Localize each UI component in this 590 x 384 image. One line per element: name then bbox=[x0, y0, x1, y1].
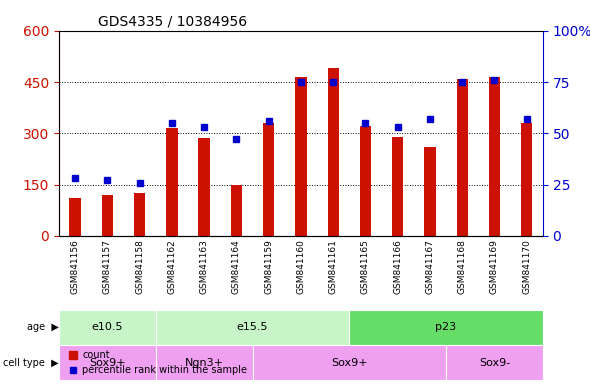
Bar bbox=[521, 123, 532, 236]
Bar bbox=[166, 128, 178, 236]
Bar bbox=[392, 137, 404, 236]
Text: Ngn3+: Ngn3+ bbox=[185, 358, 224, 367]
Text: GDS4335 / 10384956: GDS4335 / 10384956 bbox=[98, 14, 247, 28]
Bar bbox=[489, 77, 500, 236]
Bar bbox=[349, 310, 543, 345]
Bar bbox=[327, 68, 339, 236]
Text: GSM841166: GSM841166 bbox=[393, 240, 402, 295]
Bar bbox=[263, 123, 274, 236]
Bar bbox=[231, 185, 242, 236]
Bar bbox=[295, 77, 307, 236]
Bar bbox=[101, 195, 113, 236]
Text: GSM841168: GSM841168 bbox=[458, 240, 467, 295]
Bar bbox=[446, 345, 543, 380]
Text: GSM841170: GSM841170 bbox=[522, 240, 531, 295]
Bar bbox=[360, 126, 371, 236]
Text: Sox9+: Sox9+ bbox=[89, 358, 126, 367]
Legend: count, percentile rank within the sample: count, percentile rank within the sample bbox=[64, 346, 251, 379]
Text: GSM841169: GSM841169 bbox=[490, 240, 499, 295]
Text: GSM841167: GSM841167 bbox=[425, 240, 434, 295]
Text: Sox9-: Sox9- bbox=[479, 358, 510, 367]
Bar bbox=[70, 198, 81, 236]
Text: GSM841161: GSM841161 bbox=[329, 240, 337, 295]
Text: cell type  ▶: cell type ▶ bbox=[4, 358, 59, 367]
Bar bbox=[253, 345, 446, 380]
Text: Sox9+: Sox9+ bbox=[331, 358, 368, 367]
Text: GSM841157: GSM841157 bbox=[103, 240, 112, 295]
Bar bbox=[134, 193, 145, 236]
Text: e10.5: e10.5 bbox=[91, 322, 123, 332]
Bar bbox=[457, 79, 468, 236]
Text: p23: p23 bbox=[435, 322, 457, 332]
Bar bbox=[198, 139, 210, 236]
Text: e15.5: e15.5 bbox=[237, 322, 268, 332]
Bar bbox=[156, 310, 349, 345]
Text: GSM841165: GSM841165 bbox=[361, 240, 370, 295]
Text: age  ▶: age ▶ bbox=[27, 322, 59, 332]
Bar bbox=[59, 345, 156, 380]
Bar bbox=[424, 147, 435, 236]
Text: GSM841156: GSM841156 bbox=[71, 240, 80, 295]
Text: GSM841159: GSM841159 bbox=[264, 240, 273, 295]
Text: GSM841163: GSM841163 bbox=[199, 240, 209, 295]
Text: GSM841160: GSM841160 bbox=[296, 240, 306, 295]
Text: GSM841158: GSM841158 bbox=[135, 240, 144, 295]
Bar bbox=[59, 310, 156, 345]
Text: GSM841164: GSM841164 bbox=[232, 240, 241, 294]
Bar bbox=[156, 345, 253, 380]
Text: GSM841162: GSM841162 bbox=[168, 240, 176, 294]
